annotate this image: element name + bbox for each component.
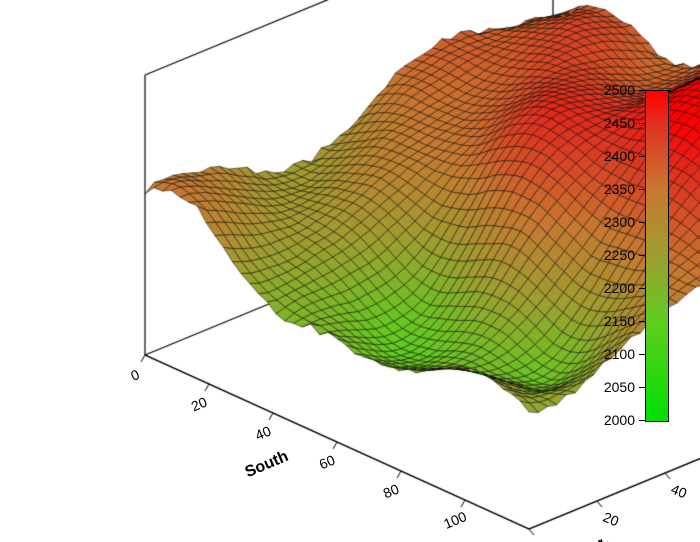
colorbar-tick-label: 2050 [604,379,635,395]
colorbar-tick [639,90,645,91]
colorbar-tick-label: 2500 [604,82,635,98]
colorbar-tick [639,288,645,289]
colorbar-tick [639,222,645,223]
colorbar-tick-label: 2250 [604,247,635,263]
colorbar-tick [639,420,645,421]
colorbar-tick-label: 2000 [604,412,635,428]
colorbar-tick [639,387,645,388]
colorbar-tick [639,189,645,190]
surface-canvas [0,0,700,542]
colorbar-tick-label: 2350 [604,181,635,197]
colorbar-tick-label: 2400 [604,148,635,164]
colorbar-tick [639,354,645,355]
colorbar-tick [639,156,645,157]
colorbar [645,90,669,422]
colorbar-tick-label: 2150 [604,313,635,329]
colorbar-tick [639,123,645,124]
colorbar-tick-label: 2300 [604,214,635,230]
colorbar-tick [639,255,645,256]
colorbar-tick-label: 2200 [604,280,635,296]
colorbar-tick-label: 2450 [604,115,635,131]
colorbar-tick [639,321,645,322]
chart-stage: 2100220023002400250002040608010002040608… [0,0,700,542]
colorbar-tick-label: 2100 [604,346,635,362]
